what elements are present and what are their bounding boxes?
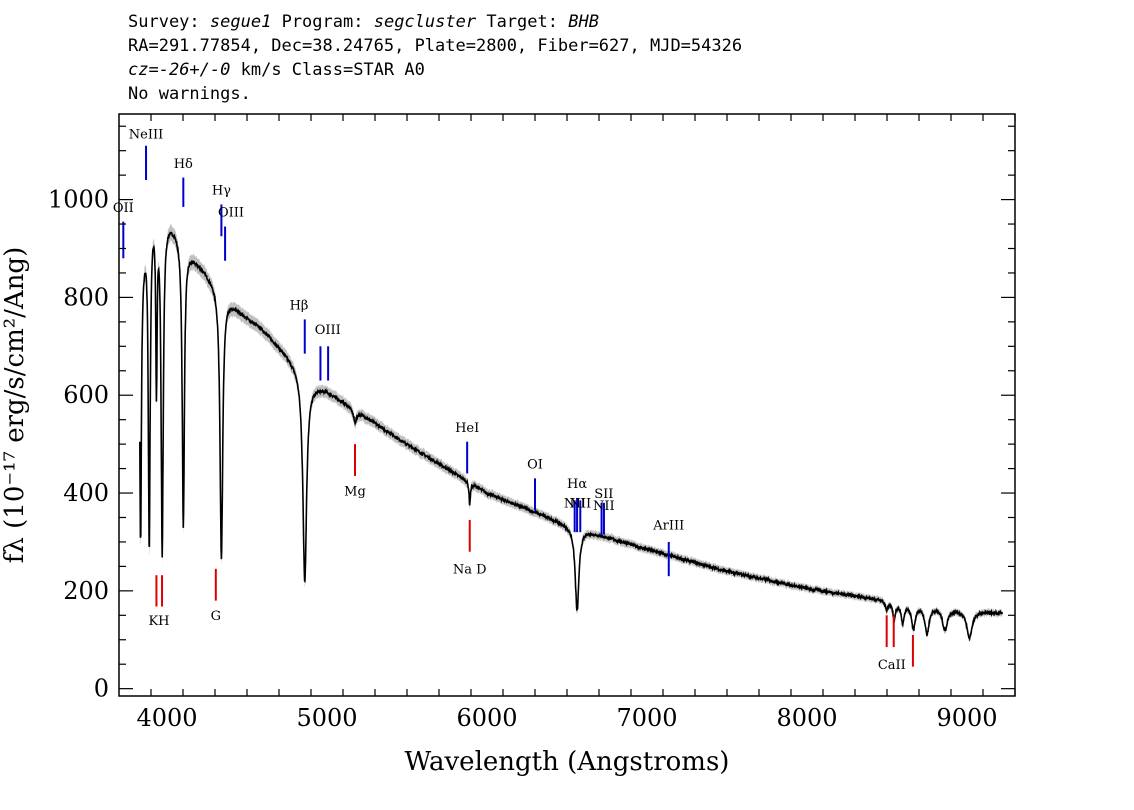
emission-line-label: Hα: [567, 477, 587, 492]
plot-frame: [118, 113, 1016, 697]
x-tick-label: 5000: [296, 704, 357, 732]
spectrum-line: [139, 231, 1003, 642]
emission-line-label: OI: [527, 458, 543, 473]
emission-line-label: Hβ: [290, 299, 309, 314]
x-tick-label: 4000: [136, 704, 197, 732]
absorption-line-label: Na D: [453, 563, 487, 578]
emission-line-label: OIII: [218, 206, 244, 221]
y-tick-label: 200: [63, 577, 109, 605]
x-tick-label: 9000: [936, 704, 997, 732]
y-axis-title: fλ (10⁻¹⁷ erg/s/cm²/Ang): [0, 247, 30, 563]
header-line-1: Survey: segue1 Program: segcluster Targe…: [128, 10, 742, 34]
header-line-4: No warnings.: [128, 84, 251, 104]
y-tick-label: 400: [63, 479, 109, 507]
target-label: Target:: [486, 12, 558, 32]
emission-line-label: OII: [113, 201, 134, 216]
line-markers: OIINeIIIHδHγOIIIHβOIIIHeIOINIIHαNIISIINI…: [113, 127, 914, 673]
emission-line-label: Hδ: [174, 157, 193, 172]
emission-line-label: Hγ: [212, 184, 231, 199]
x-tick-label: 8000: [776, 704, 837, 732]
error-band-area: [139, 224, 1003, 643]
x-axis-title: Wavelength (Angstroms): [405, 747, 730, 777]
program-value: segcluster: [373, 12, 477, 32]
cz-value: -26+/-0: [158, 60, 231, 80]
y-tick-label: 800: [63, 283, 109, 311]
spectrum-header: Survey: segue1 Program: segcluster Targe…: [128, 10, 742, 106]
header-line-2: RA=291.77854, Dec=38.24765, Plate=2800, …: [128, 36, 743, 56]
emission-line-label: SII: [594, 487, 613, 502]
y-tick-label: 600: [63, 381, 109, 409]
cz-label: cz=: [128, 60, 159, 80]
emission-line-label: ArIII: [652, 519, 684, 534]
program-label: Program:: [281, 12, 364, 32]
spectrum-series: [139, 231, 1003, 642]
axes: 4000 5000 6000 7000 8000 9000 0 200 400 600 800 100…: [48, 113, 1016, 732]
survey-label: Survey:: [128, 12, 200, 32]
x-tick-label: 7000: [616, 704, 677, 732]
x-tick-label: 6000: [456, 704, 517, 732]
emission-line-label: HeI: [455, 421, 479, 436]
y-tick-label: 1000: [48, 186, 109, 214]
header-line-3: cz=-26+/-0 km/s Class=STAR A0: [128, 58, 742, 82]
absorption-line-label: KH: [148, 614, 169, 629]
emission-line-label: OIII: [315, 323, 341, 338]
class-text: km/s Class=STAR A0: [230, 60, 425, 80]
absorption-line-label: CaII: [878, 658, 906, 673]
emission-line-label: NeIII: [129, 127, 163, 142]
error-band: [139, 224, 1003, 643]
target-value: BHB: [568, 12, 599, 32]
survey-value: segue1: [209, 12, 272, 32]
emission-line-label: NII: [569, 497, 591, 512]
y-tick-label: 0: [94, 675, 109, 703]
absorption-line-label: G: [211, 609, 221, 624]
absorption-line-label: Mg: [344, 484, 366, 499]
emission-line-label: NII: [593, 499, 615, 514]
